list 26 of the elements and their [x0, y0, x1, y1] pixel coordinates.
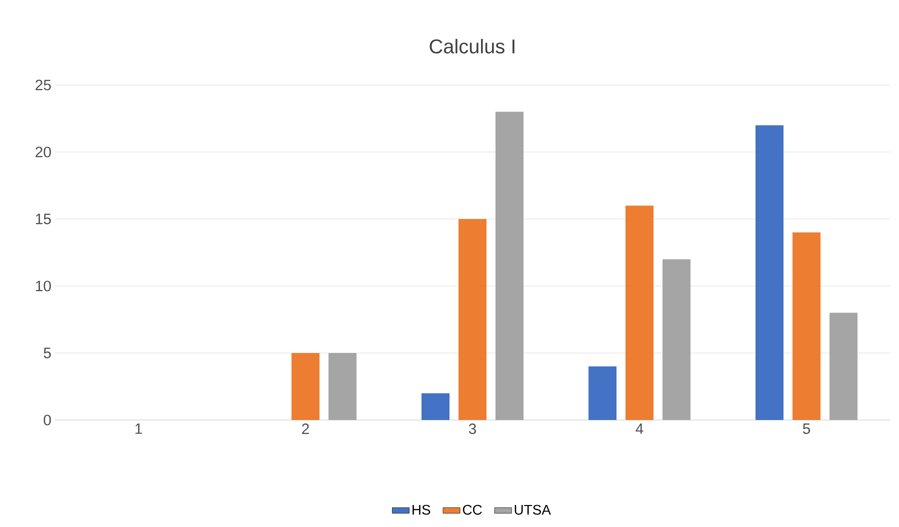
- legend-label: HS: [412, 504, 430, 515]
- x-tick-label: 4: [636, 424, 644, 434]
- bar: [588, 366, 617, 420]
- bar: [662, 259, 691, 420]
- bar: [328, 353, 357, 420]
- bar: [792, 232, 821, 420]
- y-tick-label: 15: [36, 214, 51, 224]
- x-tick-label: 3: [468, 424, 476, 434]
- bar: [830, 312, 858, 420]
- y-tick-label: 20: [36, 146, 51, 158]
- x-tick-label: 1: [135, 424, 142, 434]
- bar: [292, 353, 320, 420]
- bar: [422, 393, 450, 420]
- y-tick-label: 10: [36, 280, 51, 292]
- x-tick-label: 5: [802, 424, 810, 434]
- bar: [626, 206, 654, 420]
- bar: [756, 125, 784, 420]
- chart-title: Calculus I: [430, 38, 514, 54]
- bar: [458, 218, 487, 420]
- y-tick-label: 0: [44, 414, 51, 426]
- x-tick-label: 2: [302, 424, 309, 434]
- y-tick-label: 25: [36, 80, 51, 90]
- y-tick-label: 5: [44, 348, 51, 358]
- bar: [496, 112, 524, 420]
- legend-label: UTSA: [514, 504, 551, 515]
- legend-label: CC: [462, 504, 482, 515]
